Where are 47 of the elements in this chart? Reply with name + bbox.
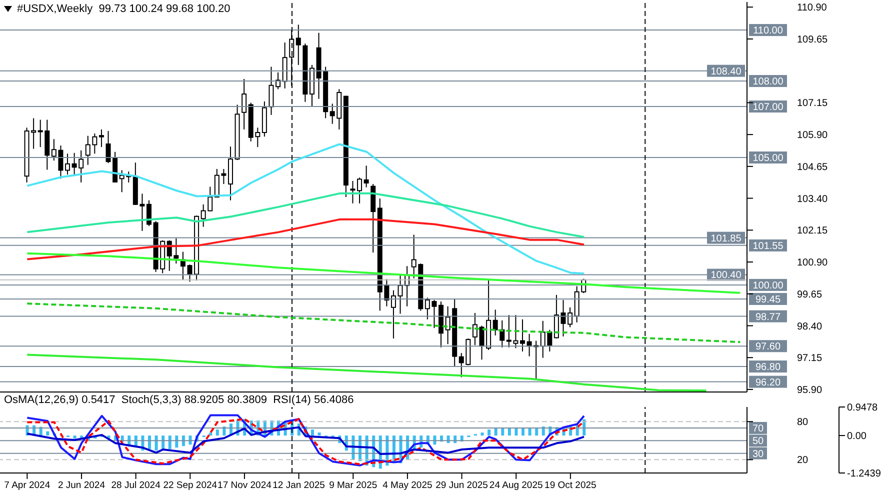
y2-tick-label: -1.2439: [847, 468, 882, 480]
ref-line-label: 101.55: [752, 240, 784, 252]
x-tick-label: 17 Nov 2024: [218, 480, 272, 491]
y-tick-label: 103.40: [797, 194, 828, 205]
y-tick-label: 102.15: [797, 226, 828, 237]
y-tick-label: 105.90: [797, 130, 828, 142]
x-tick-label: 12 Jan 2025: [272, 480, 325, 491]
chart-title: OsMA(12,26,9) 0.5417 Stoch(5,3,3) 88.9205 80.3809 RSI(14) 56.4086: [4, 394, 354, 406]
y-tick-label: 20: [797, 455, 809, 466]
y2-tick-label: 0.00: [847, 431, 867, 442]
x-tick-label: 24 Aug 2025: [489, 480, 543, 491]
x-tick-label: 7 Apr 2024: [4, 480, 50, 491]
ref-line-label: 100.00: [752, 280, 784, 292]
x-tick-label: 4 May 2025: [382, 480, 432, 491]
ref-line-label: 108.40: [710, 66, 742, 78]
chart-title: #USDX,Weekly 99.73 100.24 99.68 100.20: [17, 3, 230, 15]
y-tick-label: 109.65: [797, 34, 828, 46]
y-tick-label: 99.65: [797, 289, 822, 300]
y2-tick-label: 0.9478: [847, 402, 878, 414]
ref-line-label: 97.60: [755, 342, 781, 353]
ref-line-label: 110.00: [753, 26, 784, 37]
x-tick-label: 19 Oct 2025: [544, 480, 596, 491]
y-tick-label: 98.40: [797, 321, 822, 332]
ref-line-label: 99.45: [755, 294, 781, 306]
y-tick-label: 107.15: [797, 98, 828, 110]
ref-line-label: 101.85: [710, 233, 742, 244]
ref-line-label: 107.00: [752, 102, 784, 114]
ref-line-label: 105.00: [752, 152, 784, 164]
y-tick-label: 110.90: [797, 2, 828, 14]
x-tick-label: 22 Sep 2024: [163, 480, 218, 491]
y-tick-label: 95.90: [797, 385, 822, 396]
x-tick-label: 28 Jul 2024: [111, 480, 160, 491]
x-tick-label: 2 Jun 2024: [58, 480, 105, 491]
y-tick-label: 97.15: [797, 353, 822, 364]
ref-line-label: 70: [752, 423, 764, 434]
y-tick-label: 80: [797, 417, 809, 428]
ref-line-label: 100.40: [710, 270, 742, 282]
ref-line-label: 98.77: [755, 312, 781, 323]
ref-line-label: 108.00: [752, 76, 784, 88]
ref-line-label: 30: [752, 448, 764, 460]
x-tick-label: 29 Jun 2025: [436, 480, 488, 491]
y-tick-label: 100.90: [797, 258, 828, 269]
ref-line-label: 50: [752, 436, 764, 448]
ref-line-label: 96.20: [755, 377, 781, 388]
x-tick-label: 9 Mar 2025: [329, 480, 378, 491]
ref-line-label: 96.80: [755, 362, 781, 374]
y-tick-label: 104.65: [797, 162, 828, 173]
